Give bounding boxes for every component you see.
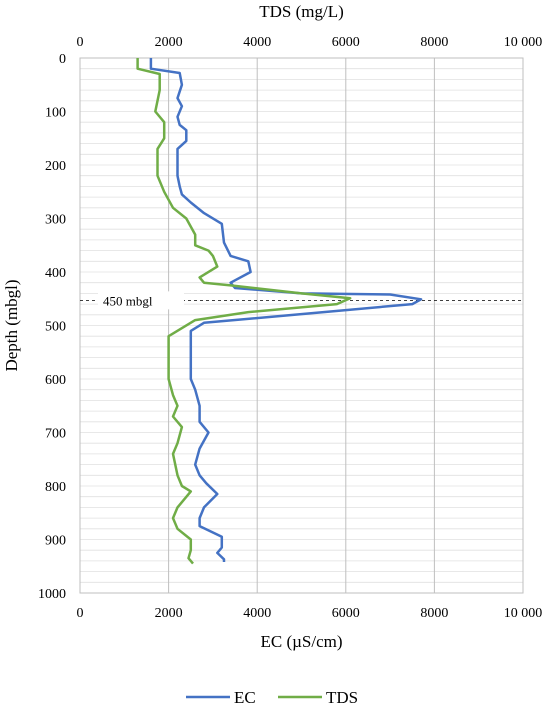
top-x-tick-label: 2000: [155, 35, 183, 50]
y-tick-label: 900: [45, 534, 66, 549]
y-tick-label: 100: [45, 106, 66, 121]
y-tick-label: 500: [45, 320, 66, 335]
y-tick-label: 800: [45, 480, 66, 495]
y-tick-label: 200: [45, 159, 66, 174]
bottom-x-tick-label: 6000: [332, 606, 360, 621]
bottom-x-tick-label: 8000: [420, 606, 448, 621]
top-x-tick-labels: 0 2000 4000 6000 8000 10 000: [77, 35, 543, 50]
top-x-tick-label: 0: [77, 35, 84, 50]
horizontal-minor-grid: [80, 68, 523, 583]
top-x-tick-label: 4000: [243, 35, 271, 50]
bottom-axis-title: EC (µS/cm): [260, 632, 342, 651]
top-x-tick-label: 8000: [420, 35, 448, 50]
legend: EC TDS: [186, 688, 358, 705]
vertical-major-grid: [168, 58, 435, 593]
series-lines: [136, 58, 423, 565]
y-tick-labels: 0 100 200 300 400 500 600 700 800 900 1000: [38, 52, 66, 602]
y-tick-label: 300: [45, 213, 66, 228]
annotation-label: 450 mbgl: [103, 293, 153, 308]
series-line-tds: [136, 58, 352, 565]
y-tick-label: 700: [45, 427, 66, 442]
bottom-x-tick-labels: 0 2000 4000 6000 8000 10 000: [77, 606, 543, 621]
bottom-x-tick-label: 4000: [243, 606, 271, 621]
bottom-x-tick-label: 2000: [155, 606, 183, 621]
top-x-tick-label: 6000: [332, 35, 360, 50]
bottom-x-tick-label: 10 000: [504, 606, 543, 621]
legend-label-tds: TDS: [326, 688, 358, 705]
series-line-ec: [149, 58, 423, 562]
depth-annotation: 450 mbgl: [80, 291, 523, 310]
y-tick-label: 600: [45, 373, 66, 388]
y-axis-title: Depth (mbgl): [2, 279, 21, 371]
y-tick-label: 400: [45, 266, 66, 281]
bottom-x-tick-label: 0: [77, 606, 84, 621]
top-axis-title: TDS (mg/L): [259, 2, 344, 21]
annotation-label-background: [98, 291, 184, 310]
y-tick-label: 0: [59, 52, 66, 67]
y-tick-label: 1000: [38, 587, 66, 602]
legend-label-ec: EC: [234, 688, 256, 705]
top-x-tick-label: 10 000: [504, 35, 543, 50]
plot-area-border: [79, 57, 524, 594]
